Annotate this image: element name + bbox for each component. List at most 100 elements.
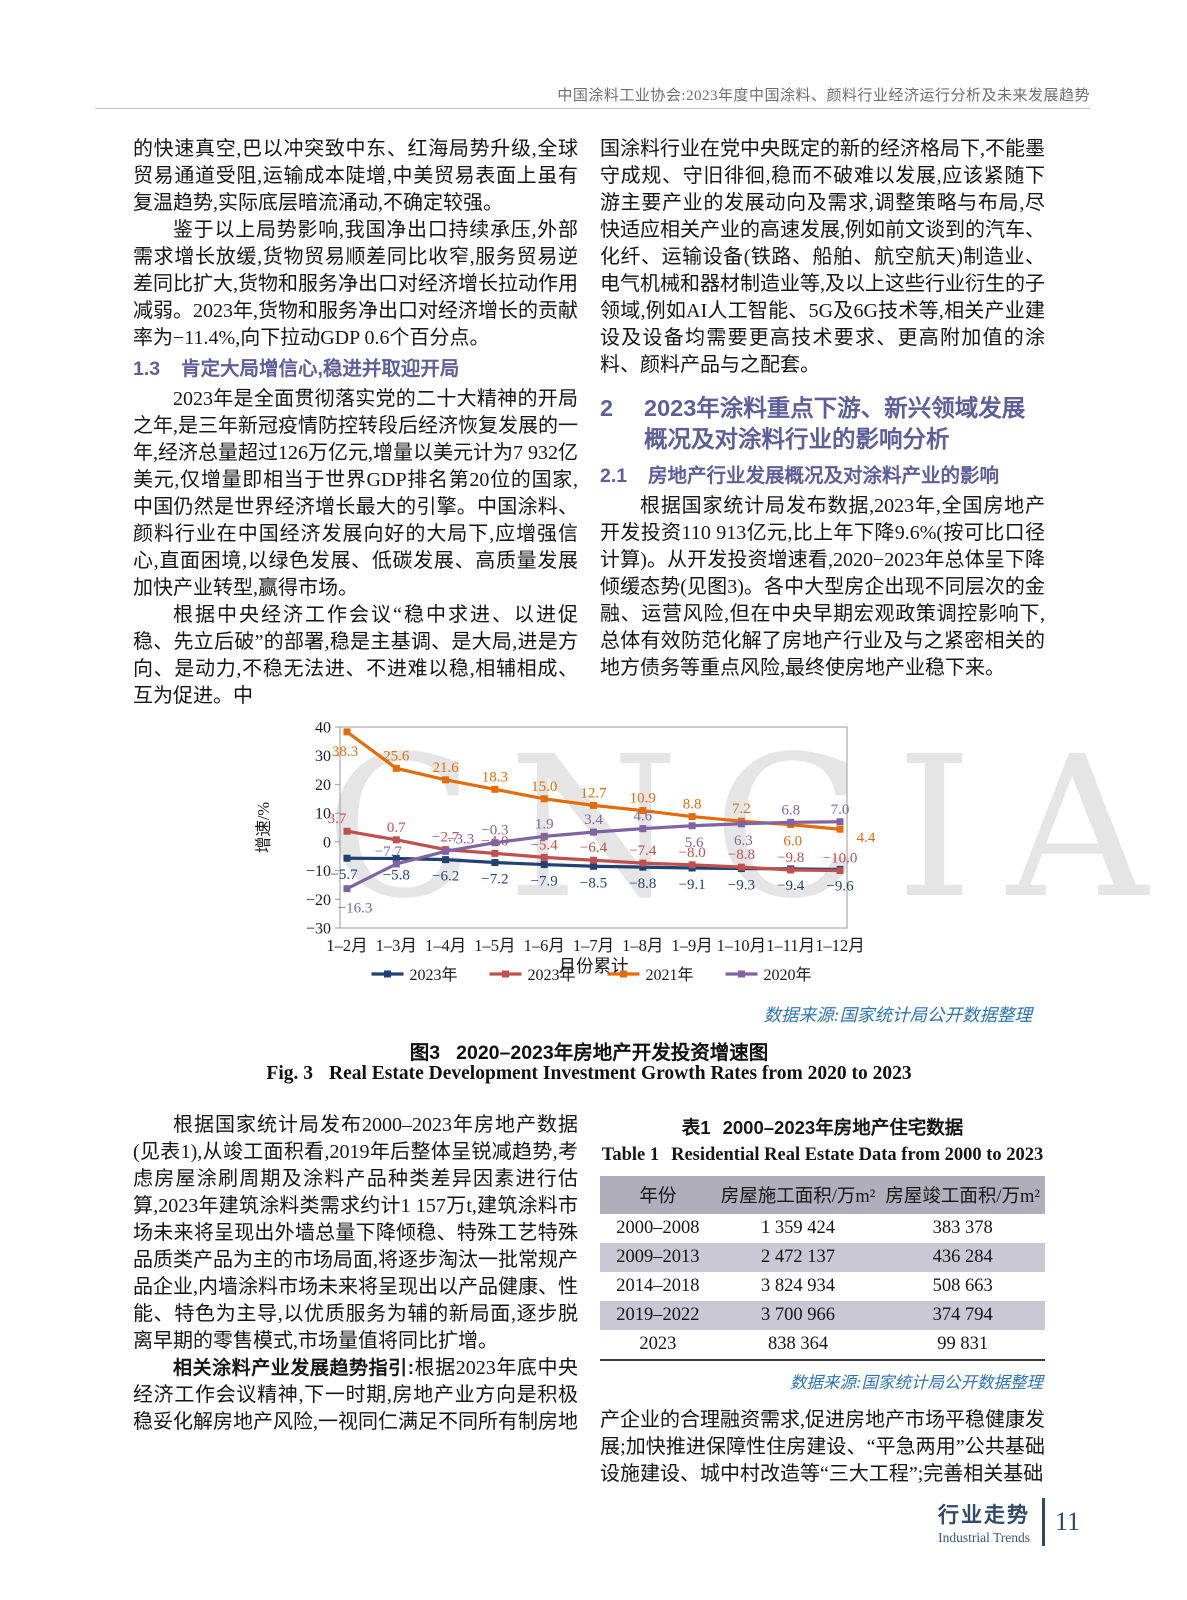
heading-text: 肯定大局增信心,稳进并取迎开局	[181, 358, 460, 380]
svg-text:1–7月: 1–7月	[573, 936, 614, 955]
paragraph: 的快速真空,巴以冲突致中东、红海局势升级,全球贸易通道受阻,运输成本陡增,中美贸…	[133, 138, 578, 214]
heading-1-3: 1.3 肯定大局增信心,稳进并取迎开局	[133, 356, 578, 383]
svg-text:−2.7: −2.7	[432, 830, 460, 846]
paragraph: 根据国家统计局发布2000–2023年房地产数据(见表1),从竣工面积看,201…	[133, 1114, 578, 1352]
figure-caption-label: Fig. 3	[266, 1063, 314, 1084]
svg-text:−8.0: −8.0	[678, 845, 705, 861]
svg-text:1–10月: 1–10月	[717, 936, 767, 955]
svg-text:−0.3: −0.3	[481, 823, 508, 839]
paragraph: 相关涂料产业发展趋势指引:根据2023年底中央经济工作会议精神,下一时期,房地产…	[133, 1355, 578, 1436]
cell-construction: 838 364	[767, 1334, 829, 1354]
cell-year: 2019–2022	[600, 1301, 716, 1330]
svg-text:6.8: 6.8	[781, 802, 800, 818]
svg-text:5.6: 5.6	[685, 835, 704, 851]
figure-data-source: 数据来源:国家统计局公开数据整理	[763, 1005, 1032, 1025]
cell-year: 2023	[639, 1334, 677, 1354]
figure-caption-label: 图3	[409, 1042, 441, 1064]
cell-construction: 1 359 424	[761, 1218, 835, 1238]
footer-title-cn: 行业走势	[938, 1503, 1030, 1527]
table-row: 2023 838 364 99 831	[600, 1330, 1045, 1360]
table-title-label: 表1	[681, 1117, 711, 1138]
heading-number: 2.1	[600, 465, 628, 487]
svg-text:1–11月: 1–11月	[766, 936, 815, 955]
figure-caption-en: Fig. 3 Real Estate Development Investment…	[133, 1063, 1045, 1085]
table-row: 2009–2013 2 472 137 436 284	[600, 1243, 1045, 1272]
cell-completion: 436 284	[880, 1243, 1045, 1272]
heading-number: 2	[600, 395, 614, 421]
cell-completion: 99 831	[937, 1334, 989, 1354]
svg-text:6.0: 6.0	[783, 834, 802, 850]
svg-text:−8.5: −8.5	[580, 875, 607, 891]
svg-text:−6.2: −6.2	[432, 869, 459, 885]
svg-text:0.7: 0.7	[387, 820, 406, 836]
svg-text:6.3: 6.3	[734, 833, 753, 849]
paragraph: 鉴于以上局势影响,我国净出口持续承压,外部需求增长放缓,货物贸易顺差同比收窄,服…	[133, 219, 578, 349]
svg-text:4.4: 4.4	[857, 830, 876, 846]
figure-caption-text: 2020–2023年房地产开发投资增速图	[456, 1042, 769, 1064]
cell-construction: 2 472 137	[715, 1243, 881, 1272]
paragraph: 根据中央经济工作会议“稳中求进、以进促稳、先立后破”的部署,稳是主基调、是大局,…	[133, 604, 578, 707]
svg-text:−9.8: −9.8	[777, 850, 804, 866]
cell-completion: 508 663	[932, 1276, 993, 1296]
paragraph: 国涂料行业在党中央既定的新的经济格局下,不能墨守成规、守旧徘徊,稳而不破难以发展…	[600, 138, 1045, 376]
right-column-top: 国涂料行业在党中央既定的新的经济格局下,不能墨守成规、守旧徘徊,稳而不破难以发展…	[600, 136, 1045, 710]
svg-text:3.7: 3.7	[328, 811, 347, 827]
svg-text:1–6月: 1–6月	[524, 936, 565, 955]
svg-text:−9.1: −9.1	[678, 877, 705, 893]
top-columns: 的快速真空,巴以冲突致中东、红海局势升级,全球贸易通道受阻,运输成本陡增,中美贸…	[133, 136, 1045, 710]
cell-construction: 3 824 934	[761, 1276, 835, 1296]
svg-text:2023年: 2023年	[528, 966, 576, 984]
column-header-year: 年份	[600, 1176, 716, 1214]
table-data-source: 数据来源:国家统计局公开数据整理	[790, 1373, 1043, 1392]
paragraph: 产企业的合理融资需求,促进房地产市场平稳健康发展;加快推进保障性住房建设、“平急…	[600, 1409, 1045, 1485]
svg-text:1–3月: 1–3月	[376, 936, 417, 955]
cell-year: 2014–2018	[616, 1276, 700, 1296]
paragraph: 根据国家统计局发布数据,2023年,全国房地产开发投资110 913亿元,比上年…	[600, 495, 1045, 679]
svg-text:10: 10	[315, 806, 331, 823]
svg-text:−10.0: −10.0	[823, 851, 858, 867]
table-row: 2014–2018 3 824 934 508 663	[600, 1272, 1045, 1301]
svg-text:38.3: 38.3	[332, 744, 358, 760]
svg-text:−16.3: −16.3	[338, 901, 373, 917]
svg-text:2023年: 2023年	[410, 966, 458, 984]
table-row: 2019–2022 3 700 966 374 794	[600, 1301, 1045, 1330]
cell-year: 2009–2013	[600, 1243, 716, 1272]
figure-3-chart: 40 30 20 10 0 −10 −20 −30 1–2月 1–3月 1–4月 1–5月 1–6月 1–…	[254, 712, 900, 997]
svg-text:−5.8: −5.8	[383, 868, 410, 884]
heading-text: 房地产行业发展概况及对涂料产业的影响	[648, 465, 1000, 487]
header-divider	[95, 108, 1090, 109]
svg-text:2021年: 2021年	[646, 966, 694, 984]
cell-construction: 3 700 966	[715, 1301, 881, 1330]
svg-text:−5.4: −5.4	[531, 837, 559, 853]
svg-text:−7.7: −7.7	[375, 844, 403, 860]
svg-text:1–4月: 1–4月	[425, 936, 466, 955]
page-header-title: 中国涂料工业协会:2023年度中国涂料、颜料行业经济运行分析及未来发展趋势	[557, 88, 1090, 104]
svg-text:1–8月: 1–8月	[622, 936, 663, 955]
svg-text:3.4: 3.4	[584, 812, 603, 828]
figure-caption-cn: 图3 2020–2023年房地产开发投资增速图	[133, 1036, 1045, 1065]
table-header-row: 年份 房屋施工面积/万m² 房屋竣工面积/万m²	[600, 1176, 1045, 1214]
svg-text:15.0: 15.0	[531, 779, 557, 795]
table-row: 2000–2008 1 359 424 383 378	[600, 1214, 1045, 1243]
svg-text:21.6: 21.6	[432, 760, 459, 776]
svg-text:月份累计: 月份累计	[559, 956, 629, 976]
cncia-watermark: CNCIA	[325, 714, 1182, 941]
svg-text:−30: −30	[306, 921, 331, 938]
svg-text:12.7: 12.7	[580, 785, 607, 801]
svg-text:8.8: 8.8	[683, 797, 702, 813]
right-column-bottom: 表1 2000–2023年房地产住宅数据 Table 1 Residential R…	[600, 1112, 1045, 1488]
heading-number: 1.3	[133, 358, 161, 380]
left-column-bottom: 根据国家统计局发布2000–2023年房地产数据(见表1),从竣工面积看,201…	[133, 1112, 578, 1488]
heading-text: 2023年涂料重点下游、新兴领域发展概况及对涂料行业的影响分析	[644, 395, 1026, 452]
table-title-text: Residential Real Estate Data from 2000 t…	[671, 1145, 1044, 1165]
svg-text:−8.8: −8.8	[629, 876, 656, 892]
svg-text:1.9: 1.9	[535, 816, 554, 832]
svg-text:1–2月: 1–2月	[326, 936, 367, 955]
figure-caption-text: Real Estate Development Investment Growt…	[329, 1063, 912, 1084]
svg-text:增速/%: 增速/%	[255, 802, 273, 854]
footer-labels: 行业走势 Industrial Trends	[938, 1499, 1030, 1546]
column-header-completed-area: 房屋竣工面积/万m²	[880, 1176, 1045, 1214]
page-footer: 行业走势 Industrial Trends 11	[938, 1498, 1080, 1546]
cell-completion: 383 378	[932, 1218, 993, 1238]
